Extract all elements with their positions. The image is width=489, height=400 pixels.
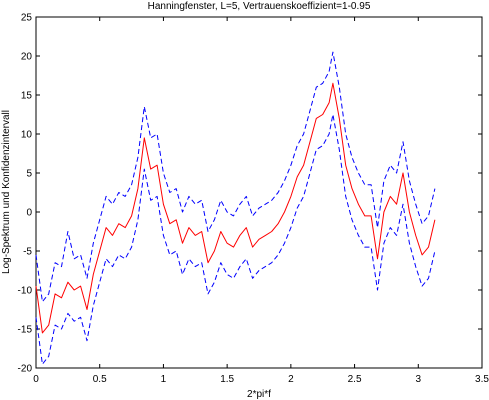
x-axis-label: 2*pi*f [247,389,271,400]
y-tick-label: 10 [21,130,33,141]
y-tick-label: -20 [18,364,33,375]
y-tick-label: 20 [21,52,33,63]
y-tick-label: -5 [23,247,32,258]
y-tick-label: 15 [21,91,33,102]
x-tick-label: 3.5 [475,374,489,385]
x-tick-label: 1 [161,374,167,385]
chart-title: Hanningfenster, L=5, Vertrauenskoeffizie… [148,1,371,12]
x-tick-label: 0 [33,374,39,385]
y-tick-label: 0 [26,208,32,219]
series-group [35,51,436,365]
x-tick-label: 3 [416,374,422,385]
x-tick-label: 1.5 [220,374,234,385]
y-tick-label: 25 [21,13,33,24]
axis-ticks: 0 0.5 1 1.5 2 2.5 3 3.5 -20 -15 -10 -5 0 5 10 15 20 25 [18,13,489,386]
spectrum-line [35,82,436,334]
plot-area [35,16,483,369]
y-tick-label: -10 [18,286,33,297]
y-axis-label: Log-Spektrum und Konfidenzintervall [1,110,12,274]
confidence-lower-line [35,114,436,365]
x-tick-label: 2.5 [348,374,362,385]
y-tick-label: -15 [18,325,33,336]
x-tick-label: 2 [288,374,294,385]
y-tick-label: 5 [26,169,32,180]
x-tick-label: 0.5 [93,374,107,385]
confidence-upper-line [35,51,436,303]
